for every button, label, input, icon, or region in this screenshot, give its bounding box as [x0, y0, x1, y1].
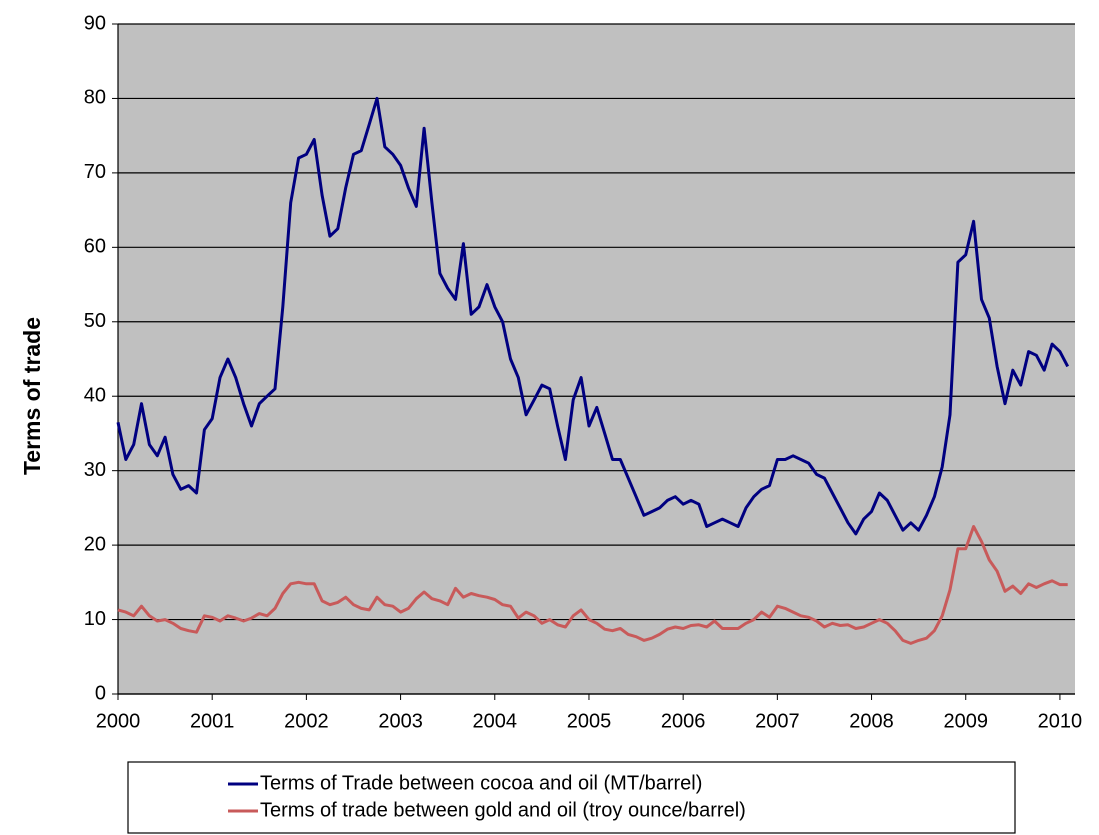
y-tick-label: 40 [84, 385, 106, 407]
legend-label: Terms of trade between gold and oil (tro… [260, 799, 746, 821]
x-tick-label: 2008 [849, 710, 894, 732]
y-tick-label: 30 [84, 459, 106, 481]
y-tick-label: 50 [84, 310, 106, 332]
data-line [116, 96, 1070, 536]
y-tick-label: 90 [84, 12, 106, 34]
x-tick-label: 2004 [473, 710, 518, 732]
x-tick-label: 2002 [284, 710, 329, 732]
x-tick-label: 2005 [567, 710, 612, 732]
x-tick-label: 2000 [96, 710, 141, 732]
data-line [117, 525, 1068, 645]
x-tick-label: 2003 [378, 710, 423, 732]
x-tick-label: 2001 [190, 710, 235, 732]
legend-box [127, 761, 1016, 834]
x-tick-label: 2006 [661, 710, 706, 732]
y-axis-label: Terms of trade [19, 317, 45, 475]
y-tick-label: 70 [84, 161, 106, 183]
x-tick-label: 2009 [943, 710, 988, 732]
x-tick-label: 2010 [1038, 710, 1083, 732]
y-tick-label: 60 [84, 236, 106, 258]
x-tick-label: 2007 [755, 710, 800, 732]
legend-label: Terms of Trade between cocoa and oil (MT… [260, 772, 702, 794]
y-tick-label: 10 [84, 608, 106, 630]
y-tick-label: 0 [95, 682, 106, 704]
plot-area [118, 24, 1075, 694]
y-tick-label: 20 [84, 533, 106, 555]
y-tick-label: 80 [84, 87, 106, 109]
